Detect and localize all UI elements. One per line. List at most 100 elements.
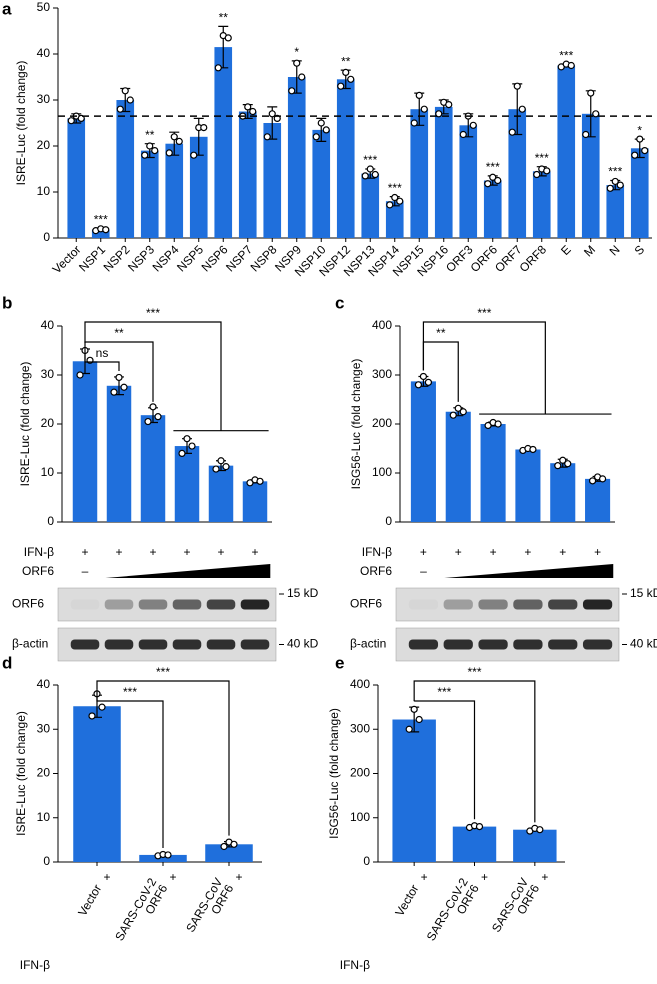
bar xyxy=(445,411,471,522)
bar xyxy=(483,180,502,238)
y-tick-label: 0 xyxy=(385,514,392,528)
blot-size: 40 kD xyxy=(630,637,657,651)
bar xyxy=(434,106,453,239)
bar xyxy=(140,150,159,238)
bar xyxy=(116,100,135,238)
data-point xyxy=(606,184,614,192)
bar xyxy=(189,136,208,238)
x-tick-label: NSP1 xyxy=(76,242,108,274)
data-point xyxy=(263,133,271,141)
significance-bracket xyxy=(84,343,120,371)
data-point xyxy=(424,378,433,386)
data-point xyxy=(322,126,330,134)
bar xyxy=(585,478,611,522)
data-point xyxy=(611,177,619,186)
data-point xyxy=(469,121,477,129)
treatment-label: ORF6 xyxy=(22,564,54,578)
significance-label: *** xyxy=(363,153,377,167)
blot-band xyxy=(582,639,613,650)
bar xyxy=(480,424,506,522)
data-point xyxy=(183,435,191,443)
significance-label: ** xyxy=(219,11,229,25)
dose-triangle xyxy=(444,564,614,578)
bar xyxy=(606,185,625,238)
y-tick-label: 200 xyxy=(372,416,392,430)
blot-label: β-actin xyxy=(350,637,386,651)
data-point xyxy=(396,197,404,205)
y-tick-label: 200 xyxy=(350,766,370,780)
blot-band xyxy=(71,600,100,610)
y-axis-label: ISRE-Luc (fold change) xyxy=(14,61,28,186)
treatment-mark: + xyxy=(541,870,548,884)
x-tick-label: NSP5 xyxy=(174,242,206,274)
treatment-mark: + xyxy=(524,545,531,559)
data-point xyxy=(126,96,134,104)
data-point xyxy=(230,840,238,848)
blot-band xyxy=(548,639,578,650)
blot-band xyxy=(172,599,202,610)
bar xyxy=(67,118,86,238)
bar xyxy=(513,829,557,862)
treatment-label: IFN-β xyxy=(24,545,54,559)
x-tick-label: NSP2 xyxy=(101,242,133,274)
bar xyxy=(140,415,166,522)
x-tick-label: NSP4 xyxy=(150,242,182,274)
data-point xyxy=(616,181,624,189)
data-point xyxy=(518,105,526,113)
data-point xyxy=(445,100,453,109)
bar xyxy=(515,449,541,522)
x-tick-label: M xyxy=(581,242,598,259)
y-tick-label: 0 xyxy=(43,854,50,868)
bar xyxy=(205,844,253,862)
blot-band xyxy=(240,639,270,650)
data-point xyxy=(141,151,149,159)
data-point xyxy=(154,413,162,421)
data-point xyxy=(67,117,75,125)
x-tick-label: Vector xyxy=(50,242,84,276)
data-point xyxy=(178,449,186,457)
blot-band xyxy=(104,639,134,650)
data-point xyxy=(420,105,428,113)
treatment-mark: + xyxy=(455,545,462,559)
data-point xyxy=(220,842,228,851)
data-point xyxy=(386,201,394,209)
data-point xyxy=(410,705,418,713)
treatment-mark: + xyxy=(421,870,428,884)
data-point xyxy=(121,87,129,95)
bar xyxy=(208,465,234,522)
data-point xyxy=(361,172,369,180)
treatment-mark: + xyxy=(149,545,156,559)
bar xyxy=(238,111,257,238)
blot-band xyxy=(138,599,168,610)
significance-label: *** xyxy=(477,306,491,320)
y-tick-label: 10 xyxy=(37,810,51,824)
treatment-mark: + xyxy=(559,545,566,559)
x-tick-label: ORF8 xyxy=(517,242,550,275)
blot-band xyxy=(443,639,473,650)
data-point xyxy=(494,420,502,428)
x-tick-label: N xyxy=(607,242,623,258)
data-point xyxy=(415,91,423,100)
data-point xyxy=(337,82,345,90)
treatment-mark: + xyxy=(183,545,190,559)
blot-band xyxy=(548,599,578,610)
significance-label: *** xyxy=(94,213,108,227)
bar xyxy=(336,79,355,238)
data-point xyxy=(636,135,644,143)
y-tick-label: 300 xyxy=(350,721,370,735)
y-tick-label: 100 xyxy=(372,465,392,479)
treatment-label: ORF6 xyxy=(360,564,392,578)
data-point xyxy=(459,130,467,139)
significance-label: ** xyxy=(436,326,446,340)
y-tick-label: 20 xyxy=(37,766,51,780)
data-point xyxy=(366,165,374,173)
significance-label: *** xyxy=(146,306,160,320)
data-point xyxy=(489,173,497,181)
panel-letter: e xyxy=(335,653,344,672)
y-tick-label: 0 xyxy=(47,514,54,528)
y-axis-label: ISG56-Luc (fold change) xyxy=(327,708,341,839)
bar xyxy=(508,109,527,238)
data-point xyxy=(567,61,575,70)
treatment-mark: + xyxy=(169,870,176,884)
